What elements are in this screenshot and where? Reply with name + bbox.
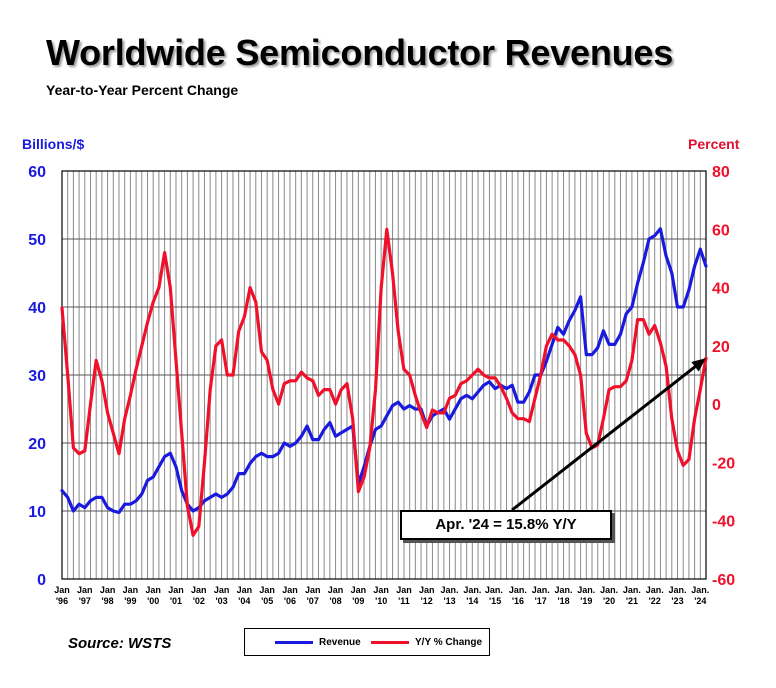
legend-item-yoy: Y/Y % Change (371, 637, 482, 648)
left-axis-tick-label: 20 (28, 436, 46, 453)
right-axis-tick-label: 40 (712, 281, 730, 298)
legend-item-revenue: Revenue (275, 637, 361, 648)
x-axis-tick-label: Jan. '24 (691, 585, 709, 606)
source-note: Source: WSTS (68, 635, 172, 652)
x-axis-tick-label: Jan. '22 (646, 585, 664, 606)
annotation-arrow-head (691, 358, 706, 372)
x-axis-tick-label: Jan '99 (123, 585, 139, 606)
x-axis-tick-label: Jan '07 (305, 585, 321, 606)
chart-subtitle: Year-to-Year Percent Change (46, 82, 239, 98)
x-axis-tick-label: Jan. '14 (463, 585, 481, 606)
x-axis-tick-label: Jan. '19 (577, 585, 595, 606)
x-axis-tick-label: Jan. '21 (623, 585, 641, 606)
right-axis-unit: Percent (688, 136, 740, 152)
right-axis-tick-label: 0 (712, 397, 721, 414)
x-axis-tick-label: Jan '97 (77, 585, 93, 606)
x-axis-tick-label: Jan. '15 (485, 585, 506, 606)
x-axis-tick-label: Jan. '16 (509, 585, 527, 606)
series-line-revenue (60, 227, 708, 515)
left-axis-tick-label: 40 (28, 300, 46, 317)
left-axis-tick-label: 50 (28, 232, 46, 249)
legend: Revenue Y/Y % Change (244, 628, 490, 656)
right-axis-tick-label: 20 (712, 339, 730, 356)
left-axis-tick-label: 30 (28, 368, 46, 385)
x-axis-tick-label: Jan '08 (328, 585, 344, 606)
legend-label-revenue: Revenue (319, 637, 361, 648)
x-axis-tick-label: Jan '98 (100, 585, 116, 606)
x-axis-tick-label: Jan '04 (237, 585, 253, 606)
x-axis-tick-label: Jan '09 (351, 585, 367, 606)
x-axis-tick-label: Jan. '17 (532, 585, 550, 606)
right-axis-tick-label: -60 (712, 572, 735, 589)
right-axis-tick-label: -40 (712, 514, 735, 531)
x-axis-tick-label: Jan. '13 (441, 585, 459, 606)
x-axis-tick-label: Jan '05 (259, 585, 275, 606)
left-axis-tick-label: 10 (28, 504, 46, 521)
left-axis-tick-label: 0 (37, 572, 46, 589)
x-axis-tick-label: Jan '02 (191, 585, 207, 606)
x-axis-tick-label: Jan. '20 (600, 585, 618, 606)
plot-border (61, 170, 707, 580)
x-axis-tick-label: Jan '00 (145, 585, 161, 606)
x-axis-tick-label: Jan. '18 (555, 585, 573, 606)
x-axis-tick-label: Jan. '23 (668, 585, 686, 606)
x-axis-tick-label: Jan '12 (419, 585, 435, 606)
right-axis-tick-label: 60 (712, 222, 730, 239)
left-axis-unit: Billions/$ (22, 136, 85, 152)
x-axis-tick-label: Jan '11 (396, 585, 412, 606)
legend-swatch-yoy (371, 641, 409, 644)
chart-title: Worldwide Semiconductor Revenues (46, 32, 674, 73)
x-axis-tick-label: Jan '03 (214, 585, 230, 606)
right-axis-tick-label: 80 (712, 164, 730, 181)
x-axis-tick-label: Jan '10 (373, 585, 389, 606)
right-axis-tick-label: -20 (712, 455, 735, 472)
annotation-arrow-line (511, 360, 702, 512)
left-axis-tick-label: 60 (28, 164, 46, 181)
x-axis-tick-label: Jan '01 (168, 585, 184, 606)
x-axis-tick-label: Jan '06 (282, 585, 298, 606)
x-axis-tick-label: Jan '96 (54, 585, 70, 606)
legend-swatch-revenue (275, 641, 313, 644)
legend-label-yoy: Y/Y % Change (415, 637, 483, 648)
annotation-box: Apr. '24 = 15.8% Y/Y (400, 510, 612, 540)
